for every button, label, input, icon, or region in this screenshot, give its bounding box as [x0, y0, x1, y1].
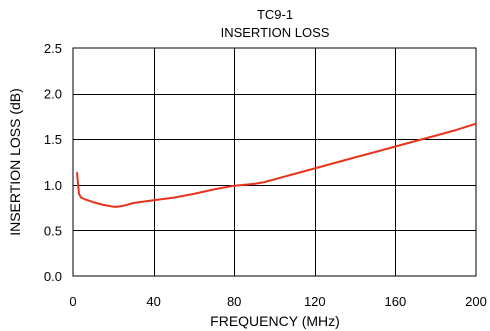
x-tick-label: 40	[146, 294, 160, 309]
series-line	[76, 122, 477, 208]
y-tick-label: 0.5	[44, 223, 62, 238]
y-tick-label: 2.0	[44, 87, 62, 102]
x-tick-label: 80	[227, 294, 241, 309]
x-tick-labels: 0 40 80 120 160 200	[69, 294, 486, 309]
chart-title: TC9-1	[257, 7, 293, 22]
x-axis-label: FREQUENCY (MHz)	[210, 313, 340, 329]
plot-frame	[72, 47, 477, 277]
y-tick-label: 2.5	[44, 41, 62, 56]
x-tick-label: 200	[465, 294, 487, 309]
y-tick-label: 1.5	[44, 132, 62, 147]
chart-subtitle: INSERTION LOSS	[221, 25, 330, 40]
y-tick-label: 1.0	[44, 178, 62, 193]
x-tick-label: 120	[304, 294, 326, 309]
y-tick-label: 0.0	[44, 269, 62, 284]
y-tick-labels: 0.0 0.5 1.0 1.5 2.0 2.5	[44, 41, 62, 284]
y-axis-label: INSERTION LOSS (dB)	[7, 88, 23, 236]
x-tick-label: 160	[385, 294, 407, 309]
series-group	[76, 122, 477, 208]
x-tick-label: 0	[69, 294, 76, 309]
grid	[73, 48, 476, 276]
